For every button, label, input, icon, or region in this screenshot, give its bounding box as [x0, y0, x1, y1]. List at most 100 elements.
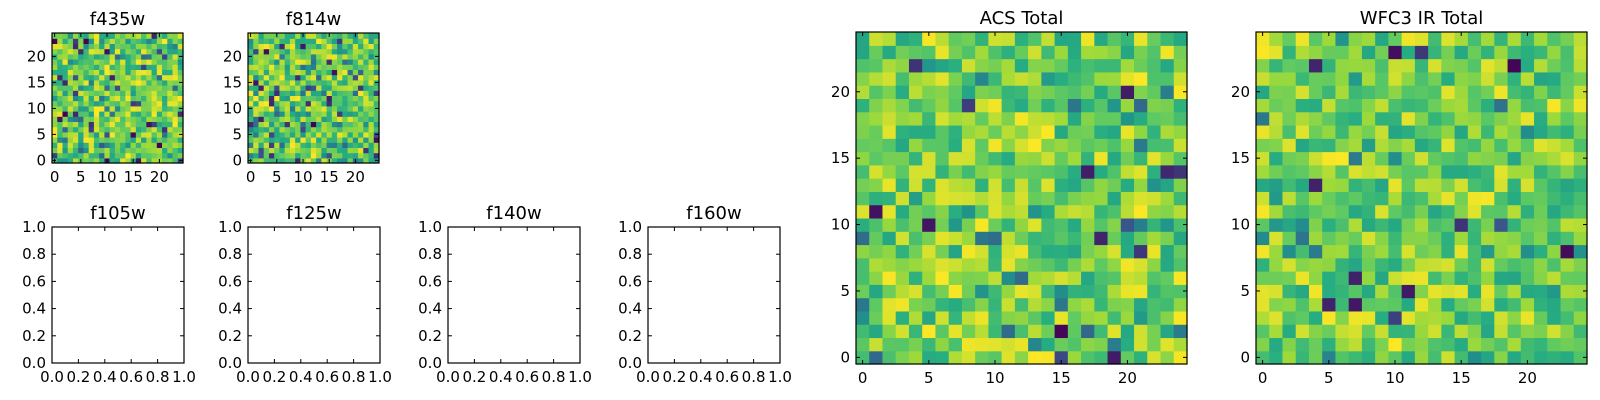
heatmap-cell: [882, 164, 897, 179]
heatmap-cell: [177, 147, 184, 154]
heatmap-cell: [1107, 310, 1122, 325]
heatmap-cell: [295, 64, 301, 70]
heatmap-cell: [1120, 32, 1135, 46]
heatmap-cell: [1428, 271, 1442, 285]
heatmap-cell: [1295, 350, 1310, 365]
heatmap-cell: [368, 90, 375, 96]
heatmap-cell: [167, 38, 174, 44]
heatmap-cell: [248, 142, 254, 148]
heatmap-cell: [352, 152, 359, 159]
heatmap-cell: [162, 64, 168, 70]
heatmap-cell: [1295, 204, 1310, 219]
heatmap-cell: [1054, 297, 1069, 312]
heatmap-cell: [1014, 191, 1029, 206]
heatmap-cell: [1335, 231, 1350, 246]
heatmap-cell: [1134, 45, 1148, 60]
heatmap-cell: [347, 126, 354, 133]
heatmap-cell: [1441, 164, 1456, 179]
heatmap-cell: [1534, 71, 1548, 86]
heatmap-cell: [135, 95, 142, 102]
heatmap-cell: [331, 64, 338, 70]
heatmap-cell: [1256, 271, 1270, 285]
heatmap-cell: [1173, 32, 1188, 46]
heatmap-cell: [120, 131, 126, 138]
heatmap-cell: [1094, 271, 1109, 285]
heatmap-cell: [342, 59, 349, 65]
heatmap-cell: [1269, 257, 1284, 272]
heatmap-cell: [961, 310, 976, 325]
heatmap-cell: [347, 48, 354, 55]
heatmap-cell: [347, 69, 354, 76]
heatmap-cell: [352, 43, 359, 50]
heatmap-cell: [975, 85, 989, 99]
heatmap-cell: [961, 204, 976, 219]
heatmap-cell: [162, 48, 168, 55]
heatmap-cell: [248, 126, 254, 133]
heatmap-cell: [869, 271, 884, 285]
heatmap-cell: [988, 45, 1003, 60]
heatmap-cell: [1107, 244, 1122, 259]
y-tick-label: 20: [27, 47, 46, 65]
heatmap-cell: [1361, 231, 1376, 246]
heatmap-cell: [72, 85, 79, 91]
heatmap-cell: [1507, 124, 1522, 139]
heatmap-cell: [1054, 178, 1069, 192]
heatmap-cell: [310, 33, 317, 39]
heatmap-cell: [961, 124, 976, 139]
heatmap-cell: [1295, 257, 1310, 272]
heatmap-cell: [125, 74, 132, 81]
heatmap-cell: [352, 74, 359, 81]
heatmap-cell: [1388, 217, 1403, 232]
heatmap-cell: [1322, 297, 1337, 312]
heatmap-cell: [326, 64, 333, 70]
heatmap-cell: [268, 116, 275, 122]
heatmap-cell: [120, 90, 126, 96]
heatmap-cell: [135, 131, 142, 138]
heatmap-cell: [141, 43, 147, 50]
heatmap-cell: [988, 337, 1003, 352]
heatmap-cell: [948, 98, 963, 113]
heatmap-cell: [151, 142, 158, 148]
heatmap-cell: [114, 33, 121, 39]
heatmap-cell: [83, 147, 90, 154]
heatmap-cell: [274, 43, 281, 50]
heatmap-cell: [1256, 324, 1270, 339]
heatmap-cell: [1534, 178, 1548, 192]
heatmap-cell: [1269, 58, 1284, 73]
heatmap-cell: [284, 79, 291, 86]
heatmap-cell: [57, 95, 64, 102]
heatmap-cell: [1014, 151, 1029, 166]
heatmap-cell: [295, 90, 301, 96]
heatmap-cell: [935, 244, 950, 259]
heatmap-cell: [1481, 124, 1495, 139]
heatmap-cell: [352, 53, 359, 60]
heatmap-cell: [248, 95, 254, 102]
heatmap-cell: [1147, 310, 1162, 325]
heatmap-cell: [373, 116, 380, 122]
heatmap-cell: [258, 64, 265, 70]
heatmap-cell: [1028, 310, 1042, 325]
heatmap-cell: [289, 79, 296, 86]
heatmap-cell: [856, 297, 870, 312]
heatmap-cell: [935, 138, 950, 153]
heatmap-cell: [1041, 85, 1056, 99]
heatmap-cell: [99, 131, 105, 138]
heatmap-cell: [146, 59, 153, 65]
heatmap-cell: [373, 90, 380, 96]
heatmap-cell: [114, 43, 121, 50]
heatmap-cell: [167, 111, 174, 117]
heatmap-cell: [83, 137, 90, 143]
heatmap-cell: [869, 231, 884, 246]
heatmap-cell: [1414, 350, 1429, 365]
heatmap-cell: [352, 95, 359, 102]
heatmap-cell: [316, 59, 322, 65]
heatmap-cell: [52, 48, 58, 55]
heatmap-cell: [1094, 257, 1109, 272]
heatmap-cell: [88, 95, 95, 102]
heatmap-cell: [1441, 257, 1456, 272]
heatmap-cell: [78, 111, 85, 117]
x-tick-label: 0.0: [40, 368, 64, 386]
heatmap-cell: [1308, 310, 1323, 325]
heatmap-cell: [326, 74, 333, 81]
